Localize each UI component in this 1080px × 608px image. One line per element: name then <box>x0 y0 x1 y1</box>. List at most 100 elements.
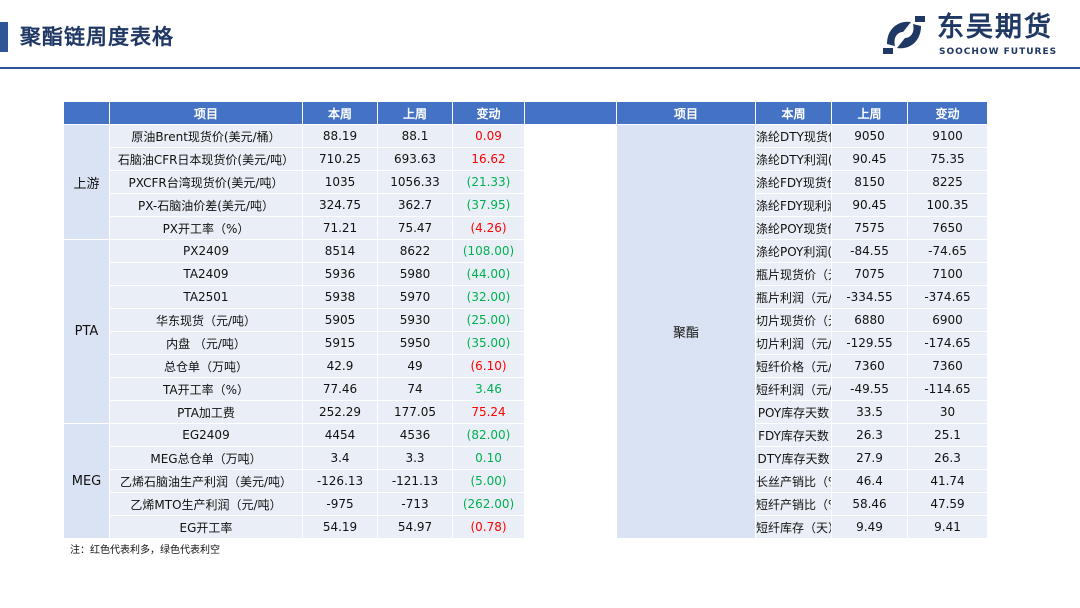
footnote: 注：红色代表利多，绿色代表利空 <box>70 545 220 556</box>
header-this-week: 本周 <box>302 101 378 125</box>
this-week-value: 27.9 <box>831 446 908 470</box>
this-week-value: 5915 <box>302 331 378 355</box>
this-week-value: 88.19 <box>302 124 378 148</box>
last-week-value: 6900 <box>907 308 988 332</box>
header-item: 项目 <box>616 101 756 125</box>
last-week-value: 88.1 <box>377 124 453 148</box>
item-name: 总仓单（万吨） <box>109 354 303 378</box>
item-name: 切片利润（元/吨） <box>755 331 832 355</box>
this-week-value: 7575 <box>831 216 908 240</box>
item-name: 瓶片现货价（元/吨） <box>755 262 832 286</box>
this-week-value: -975 <box>302 492 378 516</box>
this-week-value: 71.21 <box>302 216 378 240</box>
category-label: MEG <box>63 423 110 539</box>
this-week-value: 46.4 <box>831 469 908 493</box>
last-week-value: 41.74 <box>907 469 988 493</box>
last-week-value: 362.7 <box>377 193 453 217</box>
table-row: PXCFR台湾现货价(美元/吨） 1035 1056.33 (21.33) 涤纶FDY现… <box>64 170 988 194</box>
last-week-value: 177.05 <box>377 400 453 424</box>
item-name: 石脑油CFR日本现货价(美元/吨） <box>109 147 303 171</box>
this-week-value: 1035 <box>302 170 378 194</box>
last-week-value: 5980 <box>377 262 453 286</box>
table-row: 总仓单（万吨）42.949(6.10)短纤价格（元/吨）736073600.00 <box>64 354 988 378</box>
last-week-value: 693.63 <box>377 147 453 171</box>
item-name: PX开工率（%） <box>109 216 303 240</box>
this-week-value: 9.49 <box>831 515 908 539</box>
change-value: (82.00) <box>452 423 525 447</box>
item-name: PX-石脑油价差(美元/吨） <box>109 193 303 217</box>
last-week-value: 75.35 <box>907 147 988 171</box>
title-accent-bar <box>0 22 8 52</box>
this-week-value: 54.19 <box>302 515 378 539</box>
item-name: 原油Brent现货价(美元/桶） <box>109 124 303 148</box>
item-name: 涤纶FDY现货价(元/吨） <box>755 170 832 194</box>
category-label: 上游 <box>63 124 110 240</box>
this-week-value: 26.3 <box>831 423 908 447</box>
change-value: (25.00) <box>452 308 525 332</box>
last-week-value: 9.41 <box>907 515 988 539</box>
item-name: 乙烯MTO生产利润（元/吨） <box>109 492 303 516</box>
this-week-value: -334.55 <box>831 285 908 309</box>
last-week-value: -121.13 <box>377 469 453 493</box>
table-row: 乙烯石脑油生产利润（美元/吨） -126.13 -121.13 (5.00) 长丝产销比… <box>64 469 988 493</box>
last-week-value: -374.65 <box>907 285 988 309</box>
item-name: PTA加工费 <box>109 400 303 424</box>
header-cell <box>63 101 110 125</box>
header-change: 变动 <box>452 101 525 125</box>
change-value: (44.00) <box>452 262 525 286</box>
this-week-value: 252.29 <box>302 400 378 424</box>
this-week-value: 42.9 <box>302 354 378 378</box>
last-week-value: 74 <box>377 377 453 401</box>
item-name: PX2409 <box>109 239 303 263</box>
change-value: (262.00) <box>452 492 525 516</box>
last-week-value: -114.65 <box>907 377 988 401</box>
item-name: 涤纶DTY利润(元/吨） <box>755 147 832 171</box>
last-week-value: 26.3 <box>907 446 988 470</box>
header-this-week: 本周 <box>755 101 832 125</box>
last-week-value: -74.65 <box>907 239 988 263</box>
last-week-value: -713 <box>377 492 453 516</box>
item-name: 短纤库存（天） <box>755 515 832 539</box>
item-name: EG2409 <box>109 423 303 447</box>
item-name: TA2501 <box>109 285 303 309</box>
this-week-value: -49.55 <box>831 377 908 401</box>
last-week-value: 7650 <box>907 216 988 240</box>
table-header-row: 项目 本周 上周 变动 项目 本周 上周 变动 <box>63 101 988 125</box>
change-value: 16.62 <box>452 147 525 171</box>
this-week-value: 710.25 <box>302 147 378 171</box>
logo-chinese-text: 东吴期货 <box>937 12 1053 43</box>
this-week-value: 3.4 <box>302 446 378 470</box>
header-divider <box>0 67 1080 69</box>
item-name: EG开工率 <box>109 515 303 539</box>
header-last-week: 上周 <box>831 101 908 125</box>
table-body: 上游 原油Brent现货价(美元/桶） 88.19 88.1 0.09 聚酯 涤纶DTY现货… <box>63 124 988 539</box>
this-week-value: 7075 <box>831 262 908 286</box>
last-week-value: 47.59 <box>907 492 988 516</box>
change-value: 0.09 <box>452 124 525 148</box>
last-week-value: 8622 <box>377 239 453 263</box>
this-week-value: 8150 <box>831 170 908 194</box>
change-value: 0.10 <box>452 446 525 470</box>
item-name: POY库存天数 <box>755 400 832 424</box>
last-week-value: 5950 <box>377 331 453 355</box>
last-week-value: 4536 <box>377 423 453 447</box>
this-week-value: 90.45 <box>831 147 908 171</box>
change-value: (21.33) <box>452 170 525 194</box>
category-label: PTA <box>63 239 110 424</box>
company-logo: 东吴期货 SOOCHOW FUTURES <box>881 12 1071 60</box>
item-name: 瓶片利润（元/吨） <box>755 285 832 309</box>
header-change: 变动 <box>907 101 988 125</box>
this-week-value: 77.46 <box>302 377 378 401</box>
this-week-value: 4454 <box>302 423 378 447</box>
this-week-value: -84.55 <box>831 239 908 263</box>
change-value: 3.46 <box>452 377 525 401</box>
last-week-value: 54.97 <box>377 515 453 539</box>
change-value: (0.78) <box>452 515 525 539</box>
this-week-value: 9050 <box>831 124 908 148</box>
this-week-value: 324.75 <box>302 193 378 217</box>
